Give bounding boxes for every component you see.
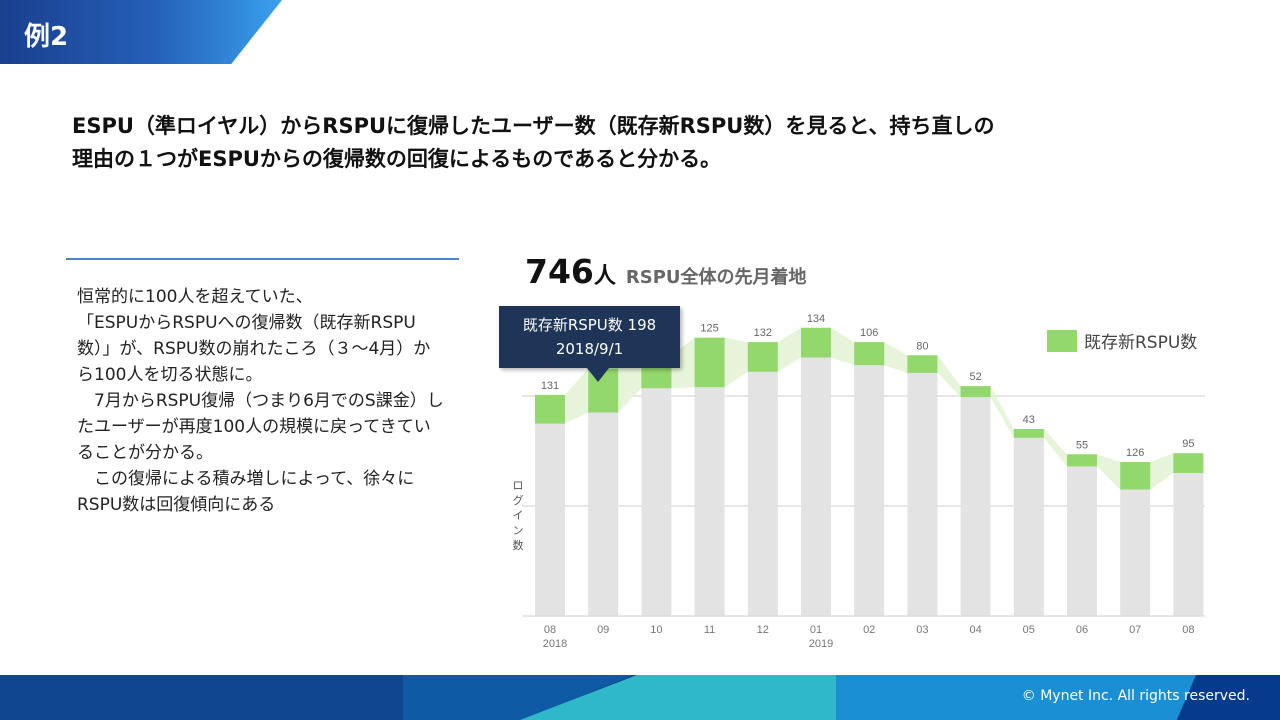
data-label: 131 [541, 380, 559, 392]
bar-login [1067, 466, 1097, 616]
copyright: © Mynet Inc. All rights reserved. [1021, 688, 1250, 704]
x-tick-label: 07 [1129, 624, 1141, 636]
data-label: 52 [969, 371, 981, 383]
kpi: 746 人 RSPU全体の先月着地 [525, 252, 807, 291]
x-tick-label: 11 [704, 624, 715, 636]
bar-existing [960, 386, 991, 398]
x-tick-label: 02 [863, 624, 875, 636]
bar-login [907, 372, 938, 616]
bar-login [588, 412, 619, 616]
heading-line-2: 理由の１つがESPUからの復帰数の回復によるものであると分かる。 [72, 147, 722, 171]
slide-heading: ESPU（準ロイヤル）からRSPUに復帰したユーザー数（既存新RSPU数）を見る… [72, 110, 1222, 176]
data-label: 106 [860, 327, 878, 339]
x-tick-label: 01 [810, 624, 822, 636]
bar-existing [1120, 462, 1151, 490]
footer-stripe [1176, 675, 1280, 720]
bar-login [1120, 489, 1151, 616]
bar-login [1173, 473, 1204, 616]
legend-swatch [1047, 329, 1077, 352]
data-label: 80 [916, 340, 928, 352]
bar-login [960, 397, 991, 616]
bar-login [535, 423, 565, 616]
x-tick-label: 03 [916, 624, 928, 636]
bar-existing [801, 327, 831, 358]
footer: © Mynet Inc. All rights reserved. [0, 675, 1280, 720]
bar-existing [694, 337, 725, 388]
data-label: 134 [807, 313, 825, 325]
x-tick-label: 12 [757, 624, 769, 636]
x-tick-label: 10 [650, 624, 662, 636]
body-text: 恒常的に100人を超えていた、 「ESPUからRSPUへの復帰数（既存新RSPU… [77, 287, 444, 515]
data-label: 126 [1126, 447, 1144, 459]
data-label: 43 [1023, 414, 1035, 426]
bar-login [641, 388, 672, 616]
x-tick-label: 08 [1182, 624, 1194, 636]
legend-label: 既存新RSPU数 [1084, 333, 1198, 353]
x-year-label: 2019 [809, 638, 833, 650]
bar-login [1013, 437, 1044, 616]
slide-badge: 例2 [24, 22, 69, 52]
heading-line-1: ESPU（準ロイヤル）からRSPUに復帰したユーザー数（既存新RSPU数）を見る… [72, 114, 995, 138]
data-label: 125 [700, 323, 718, 335]
bar-existing [535, 394, 565, 424]
bar-existing [747, 342, 778, 372]
kpi-label: RSPU全体の先月着地 [625, 267, 807, 288]
x-tick-label: 08 [544, 624, 556, 636]
bar-existing [1173, 453, 1204, 473]
x-tick-label: 04 [969, 624, 981, 636]
bar-existing [1067, 454, 1097, 467]
bar-login [854, 365, 885, 616]
x-tick-label: 05 [1023, 624, 1035, 636]
y-axis-label: ログイン数 [512, 479, 524, 552]
header-banner [0, 0, 282, 64]
chart-tooltip: 既存新RSPU数 198 2018/9/1 [499, 306, 680, 382]
data-label: 55 [1076, 439, 1088, 451]
bar-login [747, 371, 778, 616]
tooltip-value: 既存新RSPU数 198 [522, 316, 657, 334]
legend: 既存新RSPU数 [1047, 328, 1197, 353]
bar-login [801, 357, 831, 616]
kpi-value: 746 [525, 252, 594, 291]
bar-login [694, 387, 725, 616]
data-label: 132 [754, 327, 772, 339]
bar-existing [907, 355, 938, 373]
kpi-unit: 人 [593, 264, 616, 289]
x-year-label: 2018 [543, 638, 567, 650]
bar-existing [1013, 429, 1044, 438]
x-tick-label: 09 [597, 624, 609, 636]
bar-existing [854, 342, 885, 366]
divider [66, 258, 459, 260]
x-tick-label: 06 [1076, 624, 1088, 636]
data-label: 95 [1182, 438, 1194, 450]
tooltip-date: 2018/9/1 [555, 340, 624, 358]
